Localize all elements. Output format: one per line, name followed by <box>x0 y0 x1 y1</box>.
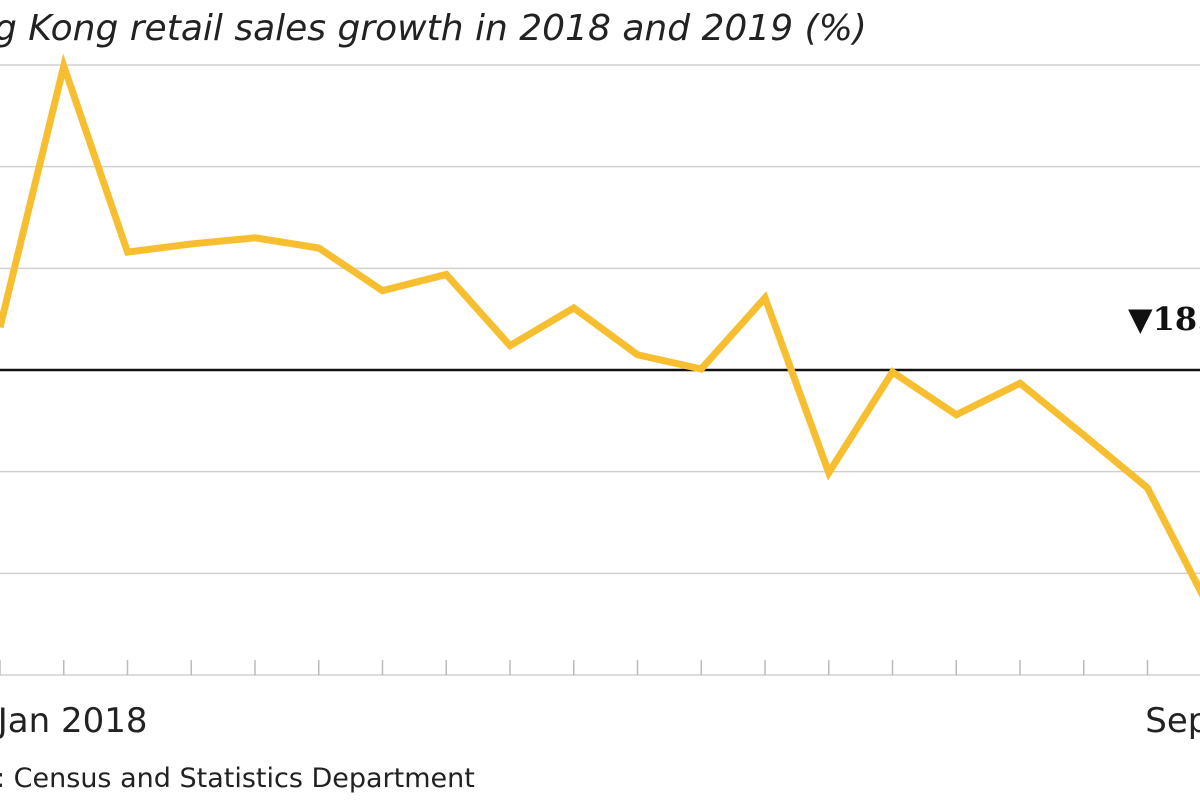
source: : Census and Statistics Department <box>0 763 475 794</box>
chart-title: g Kong retail sales growth in 2018 and 2… <box>0 8 867 49</box>
annotation: ▼18.3 <box>1128 300 1200 338</box>
line <box>0 53 1200 598</box>
x-tick-label: Jan 2018 <box>0 701 148 741</box>
x-tick-label: Sep <box>1145 701 1200 741</box>
